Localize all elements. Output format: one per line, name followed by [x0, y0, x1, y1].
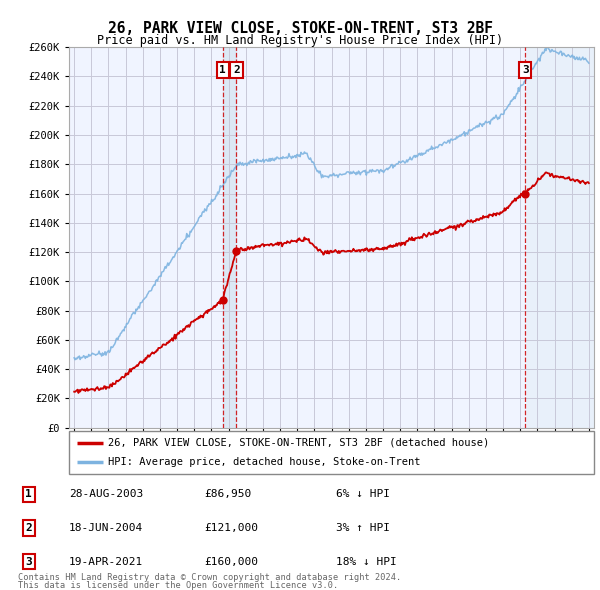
Text: 1: 1 — [25, 490, 32, 499]
Text: This data is licensed under the Open Government Licence v3.0.: This data is licensed under the Open Gov… — [18, 581, 338, 590]
Text: 2: 2 — [25, 523, 32, 533]
Text: 3: 3 — [522, 65, 529, 75]
Text: 3: 3 — [25, 557, 32, 566]
Text: 26, PARK VIEW CLOSE, STOKE-ON-TRENT, ST3 2BF: 26, PARK VIEW CLOSE, STOKE-ON-TRENT, ST3… — [107, 21, 493, 35]
Text: 28-AUG-2003: 28-AUG-2003 — [69, 490, 143, 499]
Bar — [223, 47, 236, 428]
Text: 1: 1 — [220, 65, 226, 75]
Text: Price paid vs. HM Land Registry's House Price Index (HPI): Price paid vs. HM Land Registry's House … — [97, 34, 503, 47]
Text: £121,000: £121,000 — [204, 523, 258, 533]
Text: 18-JUN-2004: 18-JUN-2004 — [69, 523, 143, 533]
Text: HPI: Average price, detached house, Stoke-on-Trent: HPI: Average price, detached house, Stok… — [109, 457, 421, 467]
Text: £160,000: £160,000 — [204, 557, 258, 566]
Text: Contains HM Land Registry data © Crown copyright and database right 2024.: Contains HM Land Registry data © Crown c… — [18, 572, 401, 582]
Text: 2: 2 — [233, 65, 240, 75]
FancyBboxPatch shape — [69, 431, 594, 474]
Text: 19-APR-2021: 19-APR-2021 — [69, 557, 143, 566]
Bar — [527, 47, 594, 428]
Text: 6% ↓ HPI: 6% ↓ HPI — [336, 490, 390, 499]
Text: 26, PARK VIEW CLOSE, STOKE-ON-TRENT, ST3 2BF (detached house): 26, PARK VIEW CLOSE, STOKE-ON-TRENT, ST3… — [109, 438, 490, 448]
Text: 18% ↓ HPI: 18% ↓ HPI — [336, 557, 397, 566]
Text: 3% ↑ HPI: 3% ↑ HPI — [336, 523, 390, 533]
Text: £86,950: £86,950 — [204, 490, 251, 499]
